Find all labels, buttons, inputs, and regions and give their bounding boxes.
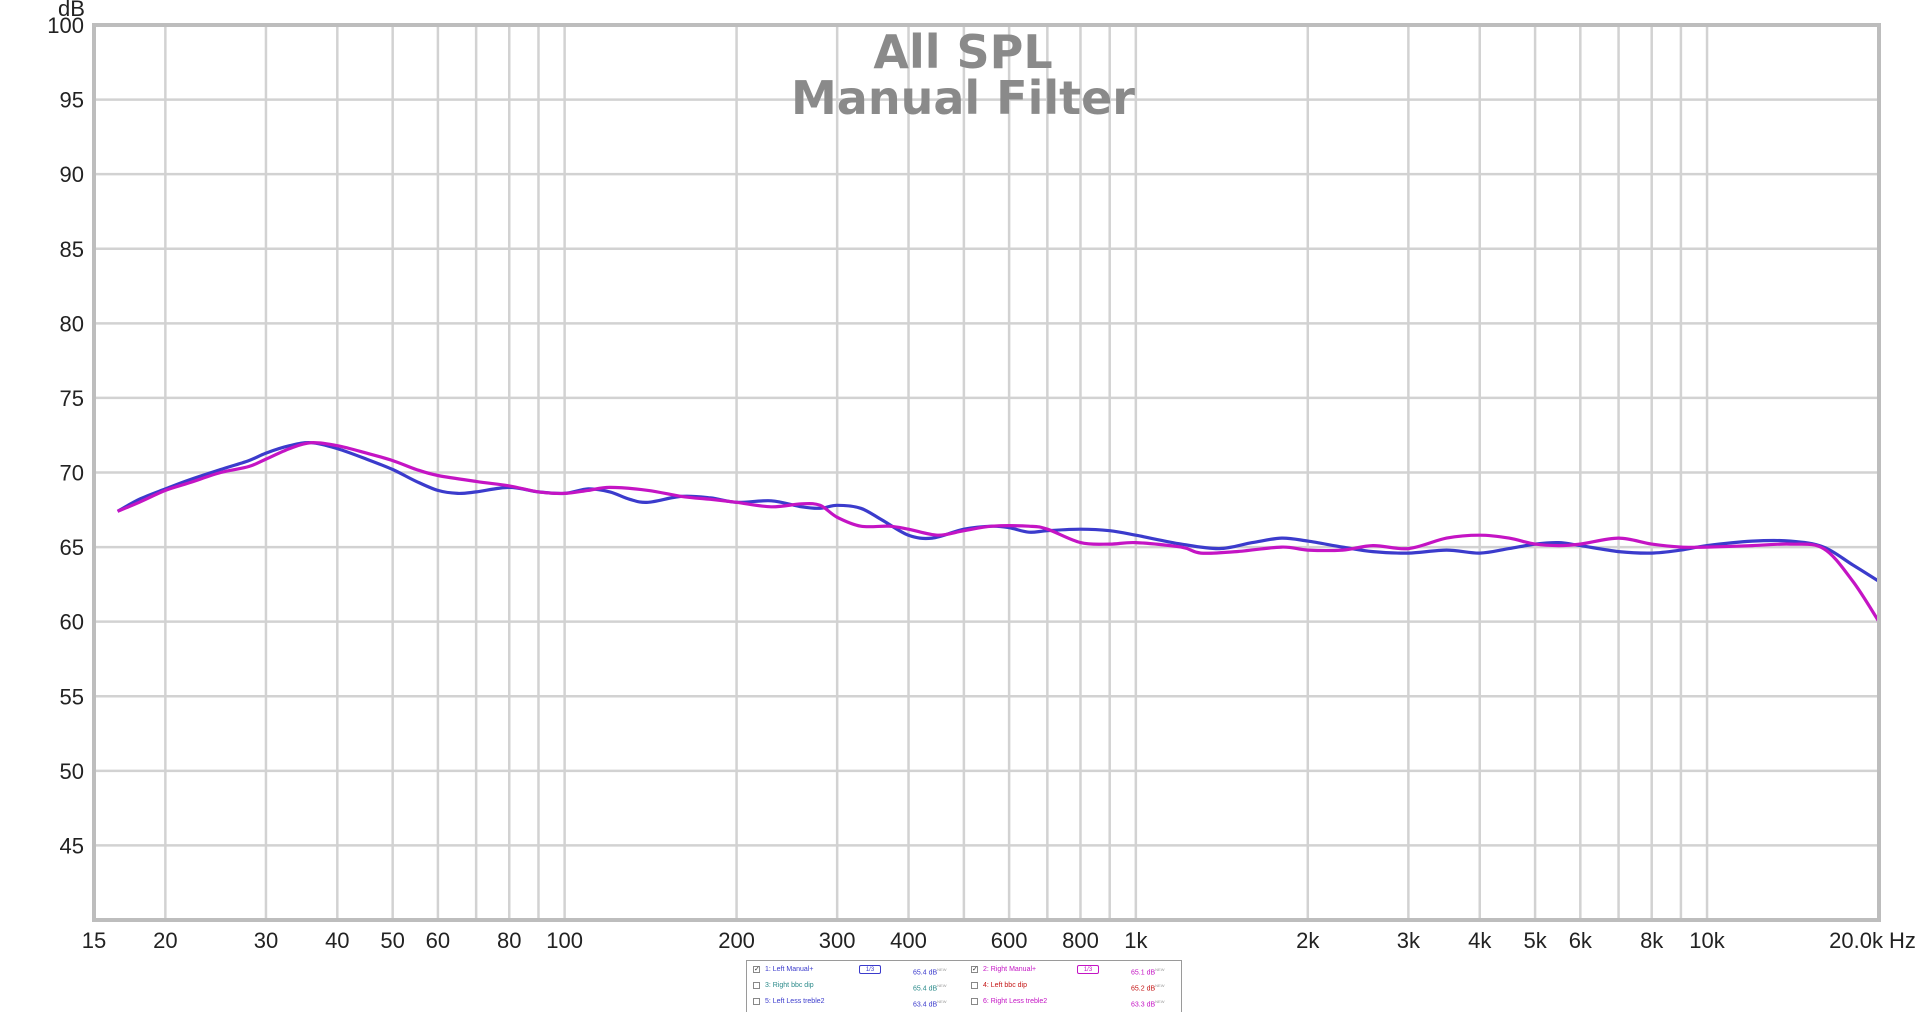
y-tick-label: 55 (60, 684, 84, 709)
x-tick-label: 8k (1640, 928, 1664, 953)
legend-value: 65.4 dBNEW (913, 967, 947, 977)
chart-subtitle: Manual Filter (791, 71, 1135, 125)
x-tick-label: 3k (1397, 928, 1421, 953)
x-tick-labels: 15 20 30 40 50 60 80 100 200 300 400 600 800 1k 2k 3k 4k… (82, 928, 1884, 953)
legend-checkbox[interactable] (753, 982, 760, 989)
x-tick-label: 600 (991, 928, 1028, 953)
plot-border (92, 23, 1881, 922)
x-tick-label: 10k (1689, 928, 1725, 953)
x-tick-label: 20.0k (1829, 928, 1884, 953)
legend-label: 6: Right Less treble2 (983, 998, 1048, 1005)
x-tick-label: 5k (1523, 928, 1547, 953)
smoothing-button[interactable]: 1/3 (859, 965, 881, 974)
y-tick-label: 60 (60, 610, 84, 635)
legend-checkbox[interactable]: ✓ (753, 966, 760, 973)
y-tick-label: 95 (60, 88, 84, 113)
y-tick-label: 65 (60, 535, 84, 560)
legend-value: 65.2 dBNEW (1131, 983, 1165, 993)
smoothing-button[interactable]: 1/3 (1077, 965, 1099, 974)
legend-checkbox[interactable] (753, 998, 760, 1005)
x-tick-label: 800 (1062, 928, 1099, 953)
y-tick-label: 80 (60, 311, 84, 336)
legend-item[interactable]: ✓ 1: Left Manual+ 1/3 65.4 dBNEW (753, 963, 959, 977)
x-tick-label: 100 (546, 928, 583, 953)
x-tick-label: 15 (82, 928, 106, 953)
legend-value: 63.3 dBNEW (1131, 999, 1165, 1009)
legend-item[interactable]: 6: Right Less treble2 63.3 dBNEW (971, 995, 1177, 1009)
legend-item[interactable]: 4: Left bbc dip 65.2 dBNEW (971, 979, 1177, 993)
x-tick-label: 300 (819, 928, 856, 953)
x-tick-label: 30 (254, 928, 278, 953)
x-tick-label: 400 (890, 928, 927, 953)
y-tick-labels: 100 95 90 85 80 75 70 65 60 55 50 45 (47, 13, 84, 858)
y-tick-label: 70 (60, 461, 84, 486)
x-tick-label: 20 (153, 928, 177, 953)
legend-label: 1: Left Manual+ (765, 966, 814, 973)
y-tick-label: 90 (60, 162, 84, 187)
legend-value: 65.1 dBNEW (1131, 967, 1165, 977)
x-tick-label: 50 (380, 928, 404, 953)
legend-value: 65.4 dBNEW (913, 983, 947, 993)
data-series (116, 441, 1881, 623)
y-axis-unit: dB (58, 0, 85, 21)
legend-item[interactable]: 3: Right bbc dip 65.4 dBNEW (753, 979, 959, 993)
legend-value: 63.4 dBNEW (913, 999, 947, 1009)
y-tick-label: 75 (60, 386, 84, 411)
legend-label: 4: Left bbc dip (983, 982, 1027, 989)
x-tick-label: 6k (1569, 928, 1593, 953)
legend-checkbox[interactable] (971, 998, 978, 1005)
x-tick-label: 1k (1124, 928, 1148, 953)
legend-panel: ✓ 1: Left Manual+ 1/3 65.4 dBNEW ✓ 2: Right M… (746, 960, 1182, 1012)
legend-label: 3: Right bbc dip (765, 982, 814, 989)
y-tick-label: 45 (60, 833, 84, 858)
legend-checkbox[interactable]: ✓ (971, 966, 978, 973)
y-tick-label: 50 (60, 759, 84, 784)
y-tick-label: 100 (47, 13, 84, 38)
legend-label: 5: Left Less treble2 (765, 998, 825, 1005)
legend-item[interactable]: 5: Left Less treble2 63.4 dBNEW (753, 995, 959, 1009)
series-line-2 (116, 441, 1881, 623)
x-tick-label: 40 (325, 928, 349, 953)
y-tick-label: 85 (60, 237, 84, 262)
chart-title: All SPL (873, 25, 1052, 79)
x-tick-label: 2k (1296, 928, 1320, 953)
x-tick-label: 4k (1468, 928, 1492, 953)
legend-item[interactable]: ✓ 2: Right Manual+ 1/3 65.1 dBNEW (971, 963, 1177, 977)
x-tick-label: 80 (497, 928, 521, 953)
legend-checkbox[interactable] (971, 982, 978, 989)
x-axis-unit: Hz (1889, 928, 1916, 953)
legend-label: 2: Right Manual+ (983, 966, 1037, 973)
spl-chart: 100 95 90 85 80 75 70 65 60 55 50 45 15 20 30 40 50 60 80… (47, 0, 1916, 953)
x-tick-label: 200 (718, 928, 755, 953)
x-tick-label: 60 (426, 928, 450, 953)
